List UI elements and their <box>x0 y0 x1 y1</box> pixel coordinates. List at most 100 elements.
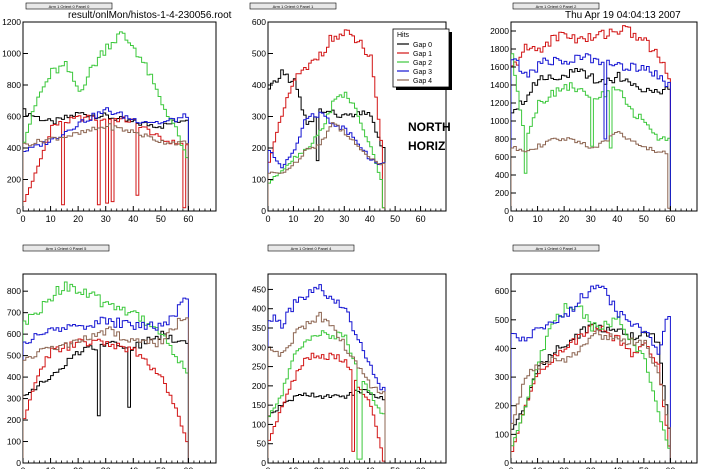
panel-title-box <box>22 244 110 252</box>
y-tick-label: 400 <box>495 170 509 180</box>
y-tick-label: 2000 <box>490 26 509 36</box>
x-tick-label: 20 <box>559 466 569 469</box>
x-tick-label: 30 <box>339 214 349 224</box>
y-tick-label: 800 <box>495 134 509 144</box>
y-tick-label: 800 <box>7 80 21 90</box>
x-tick-label: 50 <box>156 214 166 224</box>
x-tick-label: 10 <box>288 466 298 469</box>
series-gap-2 <box>268 330 386 463</box>
x-tick-label: 40 <box>612 466 622 469</box>
y-tick-label: 1600 <box>490 62 509 72</box>
legend-entry: Gap 0 <box>413 42 432 49</box>
legend-entry: Gap 3 <box>413 69 432 76</box>
y-tick-label: 1800 <box>490 44 509 54</box>
y-tick-label: 1200 <box>490 98 509 108</box>
x-tick-label: 20 <box>73 466 83 469</box>
x-tick-label: 0 <box>20 214 25 224</box>
legend-title: Hits <box>397 32 410 39</box>
y-tick-label: 300 <box>252 112 266 122</box>
series-gap-0 <box>511 68 671 211</box>
x-tick-label: 40 <box>365 214 375 224</box>
series-gap-0 <box>23 108 189 211</box>
panel-title: Arm 1 Orient 0 Panel 4 <box>291 246 332 251</box>
x-tick-label: 10 <box>533 214 543 224</box>
panel-title: Arm 1 Orient 0 Panel 2 <box>536 4 577 9</box>
y-tick-label: 0 <box>16 458 21 468</box>
series-gap-4 <box>23 123 189 211</box>
y-tick-label: 0 <box>261 206 266 216</box>
file-name-label: result/onlMon/histos-1-4-230056.root <box>68 10 232 21</box>
series-gap-1 <box>23 114 189 211</box>
series-gap-1 <box>268 352 386 463</box>
y-tick-label: 50 <box>257 439 267 449</box>
x-tick-label: 30 <box>101 214 111 224</box>
x-tick-label: 20 <box>314 466 324 469</box>
series-gap-1 <box>268 29 386 211</box>
x-tick-label: 10 <box>46 214 56 224</box>
y-tick-label: 100 <box>252 419 266 429</box>
y-tick-label: 400 <box>7 143 21 153</box>
panel-title: Arm 1 Orient 0 Panel 5 <box>46 246 87 251</box>
y-tick-label: 400 <box>7 372 21 382</box>
series-gap-2 <box>511 303 671 463</box>
x-tick-label: 50 <box>639 214 649 224</box>
x-tick-label: 0 <box>508 214 513 224</box>
y-tick-label: 600 <box>252 17 266 27</box>
y-tick-label: 200 <box>7 415 21 425</box>
x-tick-label: 0 <box>265 466 270 469</box>
x-tick-label: 20 <box>559 214 569 224</box>
x-tick-label: 30 <box>101 466 111 469</box>
series-gap-4 <box>268 311 386 463</box>
panel-title: Arm 1 Orient 0 Panel 1 <box>273 4 314 9</box>
x-tick-label: 40 <box>128 466 138 469</box>
x-tick-label: 20 <box>314 214 324 224</box>
y-tick-label: 250 <box>252 362 266 372</box>
y-tick-label: 500 <box>252 49 266 59</box>
panel-title-box <box>267 244 355 252</box>
y-tick-label: 300 <box>7 394 21 404</box>
series-gap-3 <box>511 53 671 211</box>
y-tick-label: 450 <box>252 284 266 294</box>
x-tick-label: 60 <box>416 466 426 469</box>
series-gap-4 <box>23 317 189 463</box>
x-tick-label: 40 <box>612 214 622 224</box>
y-tick-label: 150 <box>252 400 266 410</box>
y-tick-label: 100 <box>252 175 266 185</box>
y-tick-label: 200 <box>495 188 509 198</box>
y-tick-label: 200 <box>7 175 21 185</box>
x-tick-label: 50 <box>390 466 400 469</box>
y-tick-label: 1000 <box>490 116 509 126</box>
panel-annotation-north: NORTH <box>408 120 451 134</box>
series-gap-3 <box>23 297 189 463</box>
date-label: Thu Apr 19 04:04:13 2007 <box>565 10 681 21</box>
x-tick-label: 50 <box>156 466 166 469</box>
series-gap-0 <box>268 69 386 211</box>
legend-entry: Gap 2 <box>413 60 432 67</box>
y-tick-label: 200 <box>252 381 266 391</box>
series-gap-2 <box>511 53 671 211</box>
x-tick-label: 0 <box>265 214 270 224</box>
y-tick-label: 0 <box>504 206 509 216</box>
series-gap-4 <box>268 122 386 211</box>
y-tick-label: 500 <box>7 351 21 361</box>
x-tick-label: 10 <box>288 214 298 224</box>
x-tick-label: 30 <box>586 466 596 469</box>
x-tick-label: 60 <box>183 214 193 224</box>
x-tick-label: 40 <box>365 466 375 469</box>
y-tick-label: 200 <box>252 143 266 153</box>
y-tick-label: 400 <box>495 343 509 353</box>
panel-title: Arm 1 Orient 0 Panel 0 <box>49 4 90 9</box>
y-tick-label: 1200 <box>2 17 21 27</box>
legend-entry: Gap 4 <box>413 78 432 85</box>
y-tick-label: 400 <box>252 304 266 314</box>
x-tick-label: 60 <box>665 214 675 224</box>
series-gap-2 <box>23 31 189 211</box>
series-gap-0 <box>268 389 386 463</box>
series-gap-1 <box>511 25 671 211</box>
series-gap-3 <box>268 284 386 463</box>
panel-title-box <box>512 2 600 10</box>
x-tick-label: 40 <box>128 214 138 224</box>
series-gap-3 <box>23 107 189 211</box>
series-gap-3 <box>268 111 386 211</box>
